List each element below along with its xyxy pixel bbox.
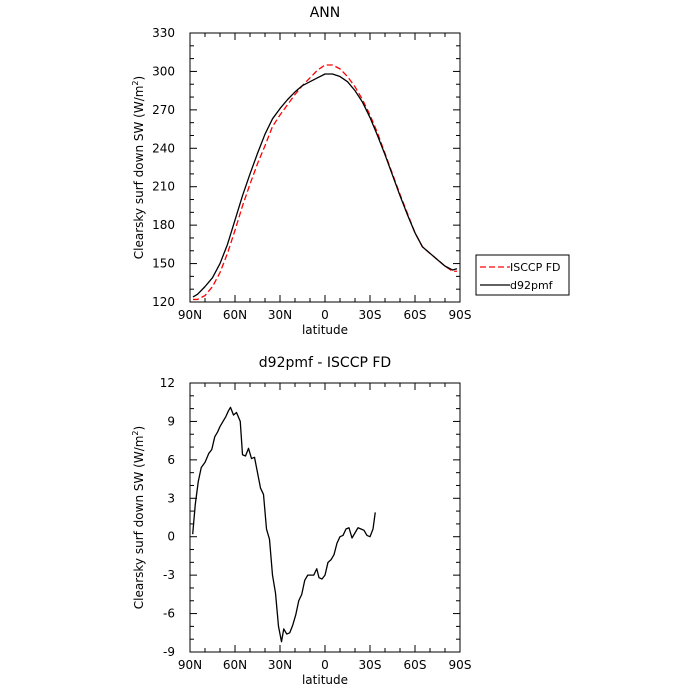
top-y-axis-label: Clearsky surf down SW (W/m2) [131, 76, 146, 259]
top-y-axis-label-end: ) [132, 76, 146, 81]
top-x-tick-label: 0 [321, 308, 329, 322]
bottom-x-axis-label: latitude [302, 673, 348, 687]
bottom-y-axis-label-text: Clearsky surf down SW (W/m [132, 436, 146, 610]
top-x-tick-label: 60S [404, 308, 427, 322]
legend: ISCCP FD d92pmf [475, 254, 570, 296]
bottom-x-tick-label: 90S [449, 658, 472, 672]
top-x-tick-label: 30N [268, 308, 292, 322]
bottom-x-tick-label: 60N [223, 658, 247, 672]
top-x-tick-label: 60N [223, 308, 247, 322]
bottom-y-tick-label: 3 [167, 491, 175, 505]
bottom-plot-frame [189, 382, 461, 653]
top-y-tick-label: 330 [152, 26, 175, 40]
bottom-y-tick-label: -9 [163, 645, 175, 659]
bottom-y-tick-label: -3 [163, 568, 175, 582]
bottom-x-tick-label: 0 [321, 658, 329, 672]
bottom-plot: 90N 60N 30N 0 30S 60S 90S -9 -6 -3 0 3 6 9 12 d92pmf - … [131, 355, 471, 687]
bottom-series-line-0 [192, 406, 376, 643]
bottom-x-tick-label: 30N [268, 658, 292, 672]
bottom-y-tick-label: 0 [167, 530, 175, 544]
bottom-y-axis-label-sup: 2 [131, 430, 140, 435]
top-y-axis-label-text: Clearsky surf down SW (W/m [132, 86, 146, 260]
top-x-axis-label: latitude [302, 323, 348, 337]
legend-label-isccp-fd: ISCCP FD [510, 261, 561, 274]
bottom-y-tick-label: 6 [167, 453, 175, 467]
top-y-tick-label: 180 [152, 218, 175, 232]
top-plot: 90N 60N 30N 0 30S 60S 90S 120 150 180 210 240 270 300… [131, 5, 471, 337]
legend-box [475, 254, 570, 296]
top-y-tick-label: 210 [152, 180, 175, 194]
top-y-tick-label: 270 [152, 103, 175, 117]
bottom-y-tick-label: 9 [167, 414, 175, 428]
bottom-y-tick-label: -6 [163, 607, 175, 621]
bottom-y-tick-label: 12 [160, 376, 175, 390]
top-x-tick-label: 90S [449, 308, 472, 322]
top-series-line-d92pmf [192, 73, 458, 298]
bottom-chart-title: d92pmf - ISCCP FD [259, 355, 391, 371]
bottom-x-tick-label: 60S [404, 658, 427, 672]
bottom-x-tick-label: 30S [359, 658, 382, 672]
top-x-tick-label: 90N [178, 308, 202, 322]
legend-label-d92pmf: d92pmf [510, 279, 554, 292]
top-x-tick-label: 30S [359, 308, 382, 322]
bottom-x-tick-label: 90N [178, 658, 202, 672]
top-series-line-isccp-fd [193, 64, 457, 301]
bottom-y-axis-label-end: ) [132, 426, 146, 431]
top-y-tick-label: 150 [152, 257, 175, 271]
top-y-axis-label-sup: 2 [131, 80, 140, 85]
top-y-tick-label: 120 [152, 295, 175, 309]
top-y-tick-label: 240 [152, 141, 175, 155]
top-y-tick-label: 300 [152, 64, 175, 78]
top-chart-title: ANN [310, 5, 341, 21]
bottom-y-axis-label: Clearsky surf down SW (W/m2) [131, 426, 146, 609]
